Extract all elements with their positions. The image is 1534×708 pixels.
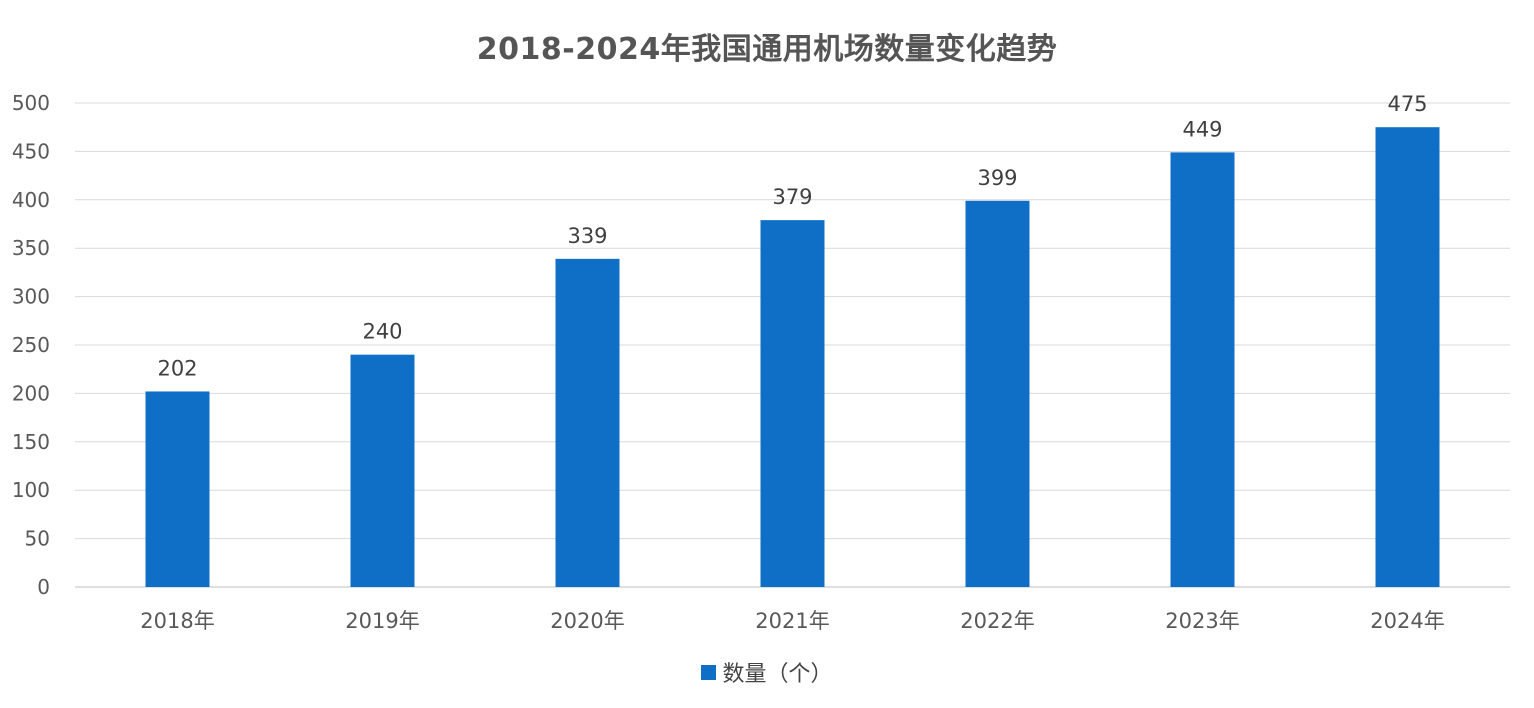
x-tick-label: 2021年 [755, 609, 829, 633]
x-tick-label: 2022年 [960, 609, 1034, 633]
y-tick-label: 200 [12, 381, 50, 405]
bar [145, 391, 210, 587]
y-tick-label: 300 [12, 285, 50, 309]
y-tick-label: 500 [12, 91, 50, 115]
y-tick-label: 0 [37, 575, 50, 599]
legend-swatch [701, 664, 717, 680]
x-tick-label: 2019年 [345, 609, 419, 633]
bar [1375, 127, 1440, 587]
legend-label: 数量（个） [722, 662, 833, 687]
bar [555, 258, 620, 587]
x-tick-label: 2024年 [1370, 609, 1444, 633]
chart-legend: 数量（个） [0, 656, 1534, 688]
x-tick-label: 2018年 [140, 609, 214, 633]
y-tick-label: 50 [25, 527, 50, 551]
data-label: 475 [1387, 92, 1427, 116]
y-tick-label: 350 [12, 236, 50, 260]
data-label: 399 [977, 166, 1017, 190]
bar [760, 220, 825, 588]
x-tick-label: 2023年 [1165, 609, 1239, 633]
y-tick-label: 100 [12, 478, 50, 502]
y-tick-label: 450 [12, 139, 50, 163]
data-label: 240 [362, 320, 402, 344]
bar [1170, 152, 1235, 588]
bar [350, 354, 415, 587]
x-tick-label: 2020年 [550, 609, 624, 633]
y-tick-label: 250 [12, 333, 50, 357]
data-label: 379 [772, 185, 812, 209]
y-tick-label: 400 [12, 188, 50, 212]
y-tick-label: 150 [12, 430, 50, 454]
bar [965, 200, 1030, 587]
data-label: 202 [157, 356, 197, 380]
data-label: 339 [567, 224, 607, 248]
chart-title: 2018-2024年我国通用机场数量变化趋势 [476, 32, 1058, 67]
data-label: 449 [1182, 117, 1222, 141]
